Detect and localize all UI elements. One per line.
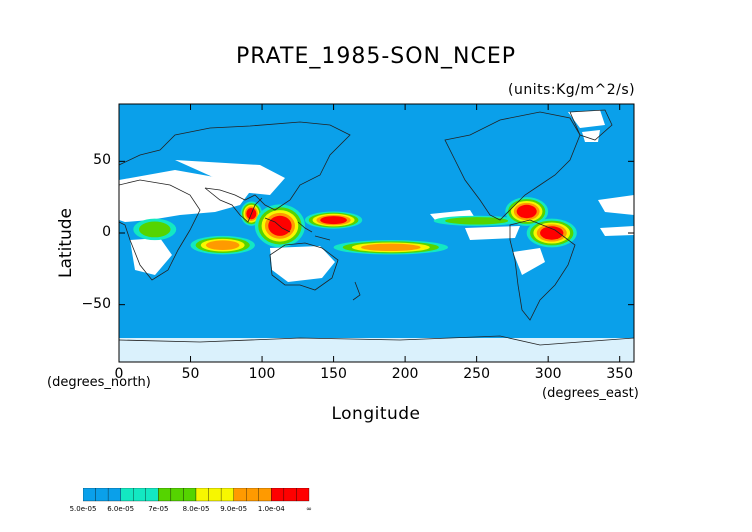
rain-band-amazon bbox=[540, 226, 564, 240]
x-axis-label: Longitude bbox=[331, 404, 421, 424]
colorbar-swatch bbox=[271, 488, 285, 502]
colorbar-label: 5.0e-05 bbox=[69, 505, 97, 513]
rain-band-west_pacific bbox=[320, 216, 347, 225]
rain-band-spcz bbox=[361, 243, 421, 252]
x-tick-label: 100 bbox=[248, 366, 276, 382]
rain-band-africa bbox=[139, 221, 171, 238]
coastlines bbox=[119, 109, 634, 346]
x-axis-units: (degrees_east) bbox=[542, 386, 639, 401]
colorbar-label: 6.0e-05 bbox=[107, 505, 135, 513]
x-tick-label: 50 bbox=[181, 366, 200, 382]
x-tick-label: 0 bbox=[114, 366, 124, 382]
low-precip-zones bbox=[119, 110, 634, 362]
x-tick-label: 250 bbox=[463, 366, 490, 382]
colorbar-swatch bbox=[170, 488, 184, 502]
x-tick-label: 200 bbox=[391, 366, 419, 382]
colorbar-swatch bbox=[220, 488, 234, 502]
colorbar-label: 7e-05 bbox=[148, 505, 169, 513]
y-axis-units: (degrees_north) bbox=[47, 375, 151, 390]
colorbar-swatch bbox=[107, 488, 121, 502]
x-tick-label: 300 bbox=[534, 366, 562, 382]
rain-band-itcz_east_pacific bbox=[445, 217, 509, 225]
colorbar-label: 9.0e-05 bbox=[220, 505, 248, 513]
colorbar-swatch bbox=[208, 488, 222, 502]
colorbar-swatch bbox=[133, 488, 146, 502]
colorbar-label: ∞ bbox=[306, 505, 312, 513]
y-tick-label: −50 bbox=[81, 295, 111, 312]
colorbar-swatch bbox=[120, 488, 134, 502]
x-tick-label: 350 bbox=[606, 366, 634, 382]
colorbar-label: 8.0e-05 bbox=[182, 505, 210, 513]
colorbar-swatch bbox=[195, 488, 209, 502]
colorbar-swatch bbox=[283, 488, 297, 502]
colorbar-swatch bbox=[183, 488, 197, 502]
y-tick-label: 50 bbox=[93, 152, 111, 169]
colorbar-swatch bbox=[296, 488, 310, 502]
units-label: (units:Kg/m^2/s) bbox=[508, 82, 636, 98]
colorbar-swatch bbox=[83, 488, 96, 502]
chart-title: PRATE_1985-SON_NCEP bbox=[236, 44, 516, 69]
colorbar-label: 1.0e-04 bbox=[257, 505, 285, 513]
y-tick-label: 0 bbox=[102, 224, 111, 240]
colorbar-swatch bbox=[158, 488, 172, 502]
x-tick-label: 150 bbox=[320, 366, 347, 382]
rain-band-indian_ocean bbox=[205, 240, 240, 251]
y-axis-label: Latitude bbox=[56, 208, 76, 278]
colorbar-swatch bbox=[95, 488, 109, 502]
colorbar-swatch bbox=[246, 488, 259, 502]
colorbar bbox=[83, 488, 310, 502]
colorbar-swatch bbox=[258, 488, 272, 502]
colorbar-swatch bbox=[233, 488, 247, 502]
colorbar-swatch bbox=[145, 488, 159, 502]
rain-band-central_america bbox=[516, 204, 537, 219]
